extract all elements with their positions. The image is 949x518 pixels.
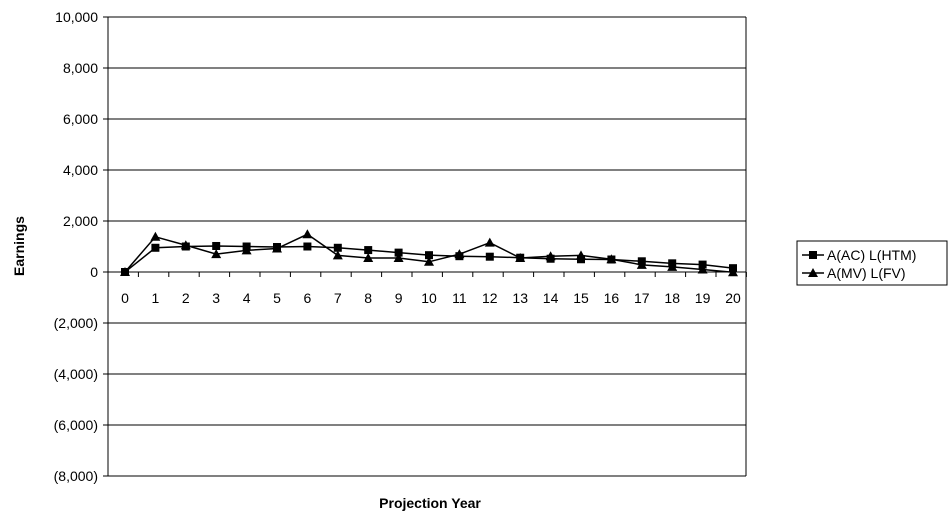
y-tick-label: (2,000) <box>54 315 98 331</box>
data-point <box>150 231 161 241</box>
data-point <box>454 249 465 259</box>
x-tick-label: 4 <box>243 290 251 306</box>
x-tick-label: 2 <box>182 290 190 306</box>
legend: A(AC) L(HTM) A(MV) L(FV) <box>796 240 948 286</box>
x-tick-label: 16 <box>604 290 620 306</box>
legend-marker <box>809 251 817 259</box>
y-tick-label: 10,000 <box>55 9 98 25</box>
x-tick-label: 9 <box>395 290 403 306</box>
data-point <box>425 251 433 260</box>
data-point <box>151 243 160 252</box>
data-point <box>302 229 313 239</box>
y-tick-label: 6,000 <box>63 111 98 127</box>
data-point <box>272 243 282 253</box>
y-tick-labels: 10,000 8,000 6,000 4,000 2,000 0 (2,000) (4,000… <box>54 9 99 484</box>
data-point <box>576 250 586 260</box>
x-tick-label: 17 <box>634 290 650 306</box>
y-tick-label: (8,000) <box>54 468 98 484</box>
x-tick-label: 8 <box>364 290 372 306</box>
data-point <box>515 252 526 262</box>
data-point <box>728 267 738 277</box>
y-axis-title: Earnings <box>11 216 27 276</box>
x-tick-label: 15 <box>573 290 589 306</box>
axes <box>103 16 747 477</box>
data-point <box>485 252 494 261</box>
data-point <box>484 237 495 247</box>
y-tick-label: 2,000 <box>63 213 98 229</box>
x-axis-title: Projection Year <box>379 495 481 511</box>
data-point <box>636 259 647 269</box>
series-layer <box>120 229 738 277</box>
data-point <box>667 261 678 271</box>
data-point <box>394 248 403 257</box>
data-point <box>212 241 221 250</box>
y-tick-label: (6,000) <box>54 417 98 433</box>
legend-label: A(AC) L(HTM) <box>827 247 916 263</box>
data-point <box>424 256 434 266</box>
data-point <box>364 246 373 255</box>
data-point <box>363 252 374 262</box>
x-tick-label: 0 <box>121 290 129 306</box>
x-tick-labels: 0 1 2 3 4 5 6 7 8 9 10 11 12 13 14 15 16 17 18 19 20 <box>121 290 741 306</box>
data-point <box>332 250 343 260</box>
y-tick-label: 4,000 <box>63 162 98 178</box>
x-tick-label: 10 <box>421 290 437 306</box>
data-point <box>393 252 404 262</box>
x-tick-label: 6 <box>304 290 312 306</box>
x-tick-label: 5 <box>273 290 281 306</box>
x-tick-label: 7 <box>334 290 342 306</box>
x-tick-label: 19 <box>695 290 711 306</box>
x-tick-label: 14 <box>543 290 559 306</box>
x-tick-label: 20 <box>725 290 741 306</box>
data-point <box>303 242 312 251</box>
x-tick-label: 11 <box>452 290 467 306</box>
legend-item-2: A(MV) L(FV) <box>802 265 906 281</box>
legend-item-1: A(AC) L(HTM) <box>802 247 916 263</box>
data-point <box>241 245 252 255</box>
data-point <box>211 249 222 259</box>
data-point <box>545 251 556 261</box>
data-point <box>120 267 130 276</box>
legend-box <box>796 240 948 286</box>
x-tick-label: 3 <box>212 290 220 306</box>
x-tick-label: 1 <box>152 290 160 306</box>
y-tick-label: (4,000) <box>54 366 98 382</box>
data-point <box>333 243 342 252</box>
x-tick-label: 13 <box>512 290 528 306</box>
data-point <box>180 240 191 250</box>
series-2 <box>120 229 738 277</box>
y-tick-label: 8,000 <box>63 60 98 76</box>
x-tick-label: 18 <box>664 290 680 306</box>
legend-marker <box>808 268 818 277</box>
y-tick-label: 0 <box>90 264 98 280</box>
x-tick-label: 12 <box>482 290 498 306</box>
legend-label: A(MV) L(FV) <box>827 265 906 281</box>
data-point <box>697 264 708 274</box>
data-point <box>606 254 617 264</box>
